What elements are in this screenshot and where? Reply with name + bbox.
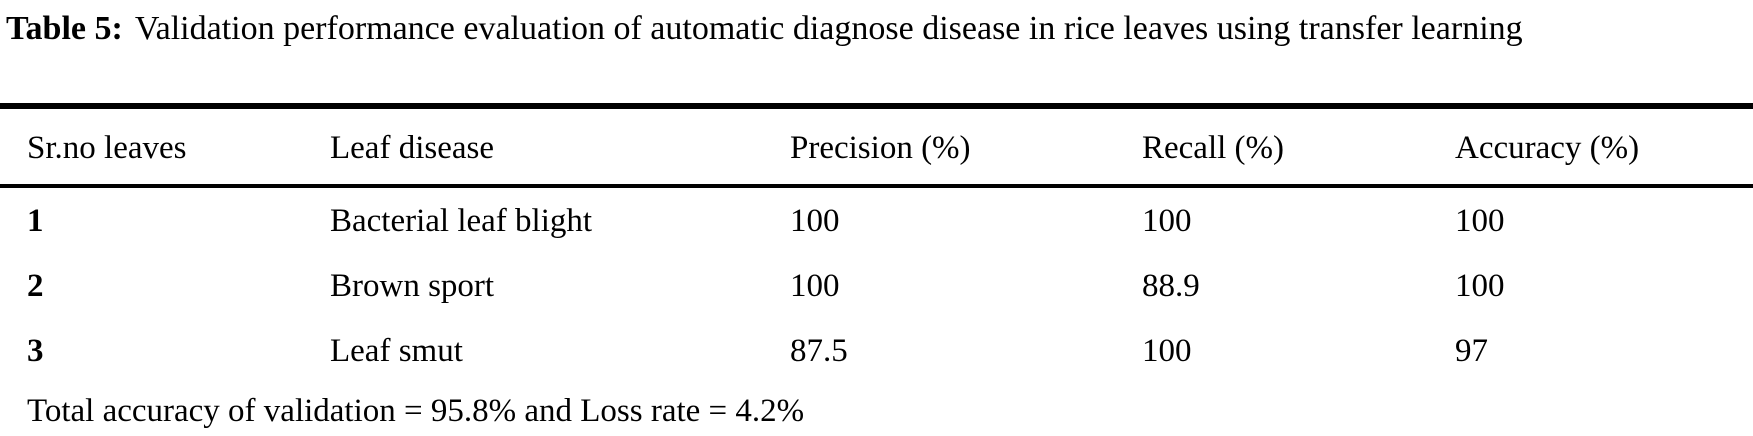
table-row: 2 Brown sport 100 88.9 100 — [0, 253, 1753, 318]
column-header-precision: Precision (%) — [790, 106, 1142, 188]
cell-leaf-disease: Leaf smut — [330, 333, 463, 369]
footer-row: Total accuracy of validation = 95.8% and… — [0, 383, 1753, 436]
column-header-recall: Recall (%) — [1142, 106, 1455, 188]
table-row: 1 Bacterial leaf blight 100 100 100 — [0, 186, 1753, 253]
column-header-srno-leaves: Sr.no leaves — [0, 106, 330, 188]
cell-srno: 1 — [27, 203, 44, 239]
cell-srno: 3 — [27, 333, 44, 369]
cell-recall: 88.9 — [1142, 268, 1200, 304]
table-caption-label: Table 5: — [6, 10, 123, 47]
cell-leaf-disease: Bacterial leaf blight — [330, 203, 593, 239]
table-caption: Table 5: Validation performance evaluatio… — [6, 6, 1753, 51]
cell-precision: 100 — [790, 268, 840, 304]
total-accuracy-note: Total accuracy of validation = 95.8% and… — [27, 393, 805, 429]
table-row: 3 Leaf smut 87.5 100 97 — [0, 318, 1753, 383]
table-footer: Total accuracy of validation = 95.8% and… — [0, 383, 1753, 436]
column-header-accuracy: Accuracy (%) — [1455, 106, 1753, 188]
cell-srno: 2 — [27, 268, 44, 304]
cell-accuracy: 100 — [1455, 203, 1505, 239]
cell-leaf-disease: Brown sport — [330, 268, 495, 304]
cell-accuracy: 97 — [1455, 333, 1488, 369]
table-caption-text: Validation performance evaluation of aut… — [134, 10, 1523, 47]
table-body: 1 Bacterial leaf blight 100 100 100 2 Br… — [0, 186, 1753, 383]
header-row: Sr.no leaves Leaf disease Precision (%) … — [0, 106, 1753, 188]
cell-precision: 87.5 — [790, 333, 848, 369]
cell-accuracy: 100 — [1455, 268, 1505, 304]
validation-results-table: Sr.no leaves Leaf disease Precision (%) … — [0, 103, 1753, 436]
cell-recall: 100 — [1142, 203, 1192, 239]
cell-precision: 100 — [790, 203, 840, 239]
table-header: Sr.no leaves Leaf disease Precision (%) … — [0, 106, 1753, 188]
column-header-leaf-disease: Leaf disease — [330, 106, 790, 188]
cell-recall: 100 — [1142, 333, 1192, 369]
